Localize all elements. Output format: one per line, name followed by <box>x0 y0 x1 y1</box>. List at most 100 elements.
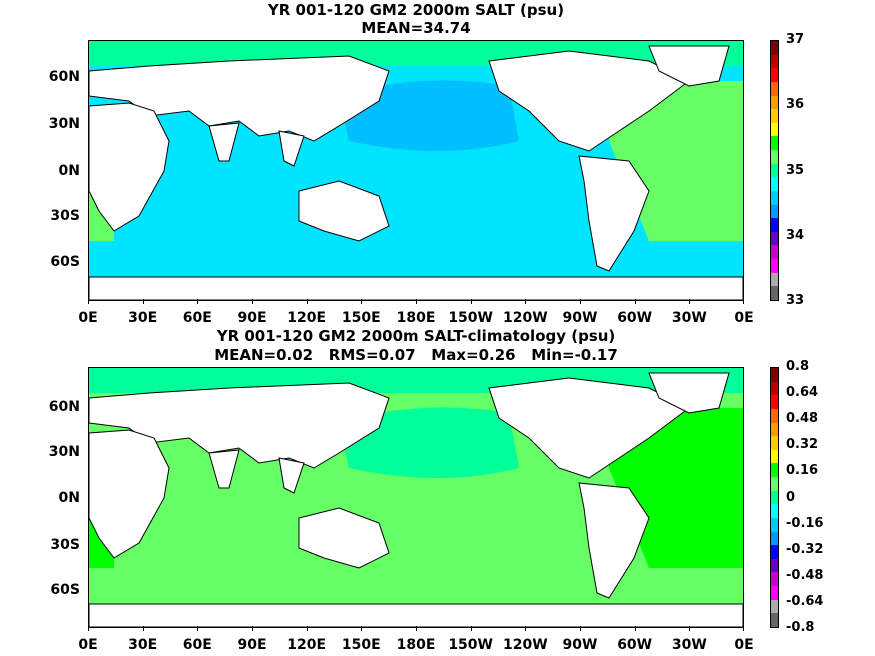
panel2-lon-tick <box>252 626 253 631</box>
panel2-colorbar <box>770 367 779 628</box>
panel2-subtitle: MEAN=0.02 RMS=0.07 Max=0.26 Min=-0.17 <box>214 346 618 364</box>
panel2-lon-tick <box>197 626 199 631</box>
panel1-colorbar-swatch <box>771 259 778 273</box>
panel1-lon-label: 0E <box>78 310 98 326</box>
panel1-lon-label: 30W <box>671 310 707 326</box>
panel2-colorbar-swatch <box>771 395 778 409</box>
panel1-colorbar-swatch <box>771 68 778 82</box>
panel1-lon-tick <box>580 299 581 304</box>
panel2-lon-label: 120E <box>287 637 327 653</box>
panel2-colorbar-label: 0.8 <box>786 359 810 374</box>
panel1-subtitle: MEAN=34.74 <box>361 19 471 37</box>
panel2-colorbar-swatch <box>771 368 778 382</box>
panel1-colorbar-label: 34 <box>786 227 805 243</box>
panel2-colorbar-swatch <box>771 449 778 464</box>
panel2-lon-label: 30E <box>128 637 158 653</box>
panel2-lon-tick <box>470 626 472 631</box>
panel2-lon-tick <box>361 626 363 631</box>
panel1-colorbar-swatch <box>771 95 778 110</box>
panel2-lon-tick <box>743 626 744 631</box>
panel1-colorbar-swatch <box>771 81 778 96</box>
panel2-colorbar-label: -0.8 <box>786 620 815 635</box>
panel2-colorbar-swatch <box>771 463 778 477</box>
panel2-lon-label: 180E <box>396 637 436 653</box>
panel2-colorbar-swatch <box>771 572 778 586</box>
panel1-lon-label: 90W <box>562 310 598 326</box>
panel1-colorbar-swatch <box>771 109 778 123</box>
panel1-lon-label: 150W <box>448 310 493 326</box>
panel2-colorbar-swatch <box>771 558 778 573</box>
panel2-lat-label: 60N <box>48 399 80 415</box>
panel1-lon-label: 180E <box>396 310 436 326</box>
panel2-colorbar-swatch <box>771 422 778 437</box>
panel2-colorbar-swatch <box>771 477 778 491</box>
panel2-colorbar-swatch <box>771 436 778 450</box>
panel1-colorbar-swatch <box>771 190 778 205</box>
panel1-colorbar-label: 37 <box>786 32 805 47</box>
panel1-lat-label: 0N <box>58 163 80 179</box>
panel2-colorbar-label: 0.32 <box>786 437 819 453</box>
panel1-lon-tick <box>88 299 89 304</box>
panel1-lat-label: 60S <box>50 254 80 270</box>
panel2-lon-label: 60W <box>617 637 653 653</box>
panel1-colorbar-swatch <box>771 163 778 178</box>
panel1-lon-tick <box>306 299 308 304</box>
panel2-colorbar-label: 0.16 <box>786 463 819 479</box>
panel1-lat-label: 60N <box>48 69 80 85</box>
panel2-map <box>88 367 744 628</box>
panel1-lon-label: 0E <box>734 310 754 326</box>
panel2-colorbar-swatch <box>771 613 778 627</box>
panel1-colorbar-label: 33 <box>786 293 805 308</box>
panel1-lon-tick <box>525 299 527 304</box>
panel2-colorbar-label: -0.32 <box>786 541 824 557</box>
panel2-colorbar-swatch <box>771 545 778 559</box>
panel1-lon-label: 30E <box>128 310 158 326</box>
panel2-colorbar-label: -0.64 <box>786 593 824 609</box>
panel1-colorbar-swatch <box>771 204 778 219</box>
panel2-colorbar-label: -0.16 <box>786 515 824 531</box>
panel1-lon-tick <box>470 299 472 304</box>
panel1-lon-label: 90E <box>237 310 267 326</box>
panel1-lon-tick <box>416 299 417 304</box>
panel2-lon-label: 30W <box>671 637 707 653</box>
panel2-colorbar-swatch <box>771 490 778 505</box>
panel1-colorbar-swatch <box>771 177 778 191</box>
panel2-colorbar-swatch <box>771 531 778 546</box>
panel2-colorbar-label: -0.48 <box>786 567 824 583</box>
panel2-lat-label: 0N <box>58 490 80 506</box>
panel2-lon-tick <box>416 626 417 631</box>
panel2-colorbar-swatch <box>771 586 778 600</box>
panel1-lon-label: 60W <box>617 310 653 326</box>
panel2-colorbar-label: 0.48 <box>786 411 819 427</box>
panel2-lon-tick <box>634 626 636 631</box>
panel2-lon-label: 150W <box>448 637 493 653</box>
panel2-colorbar-swatch <box>771 408 778 423</box>
panel2-lon-tick <box>580 626 581 631</box>
panel2-colorbar-label: 0 <box>786 489 796 505</box>
panel1-colorbar-swatch <box>771 122 778 137</box>
panel2-lon-tick <box>142 626 144 631</box>
panel1-title: YR 001-120 GM2 2000m SALT (psu) <box>267 1 565 19</box>
panel1-lon-label: 120E <box>287 310 327 326</box>
panel1-lat-label: 30S <box>50 208 80 224</box>
panel2-lat-label: 30S <box>50 537 80 553</box>
panel1-lon-tick <box>252 299 253 304</box>
panel2-lat-label: 30N <box>48 444 80 460</box>
panel1-lon-label: 60E <box>182 310 212 326</box>
panel1-lon-tick <box>197 299 199 304</box>
panel1-lon-tick <box>142 299 144 304</box>
panel1-lon-tick <box>361 299 363 304</box>
panel1-lon-tick <box>743 299 744 304</box>
panel2-lon-tick <box>689 626 691 631</box>
panel2-lon-label: 90W <box>562 637 598 653</box>
panel1-lon-label: 150E <box>341 310 381 326</box>
panel1-colorbar-label: 36 <box>786 97 805 113</box>
panel1-colorbar-swatch <box>771 272 778 287</box>
panel1-colorbar-label: 35 <box>786 162 805 178</box>
panel2-colorbar-swatch <box>771 504 778 518</box>
panel1-colorbar-swatch <box>771 150 778 164</box>
panel1-lon-tick <box>689 299 691 304</box>
panel2-lat-label: 60S <box>50 582 80 598</box>
panel2-colorbar-swatch <box>771 599 778 614</box>
panel1-colorbar-swatch <box>771 41 778 55</box>
